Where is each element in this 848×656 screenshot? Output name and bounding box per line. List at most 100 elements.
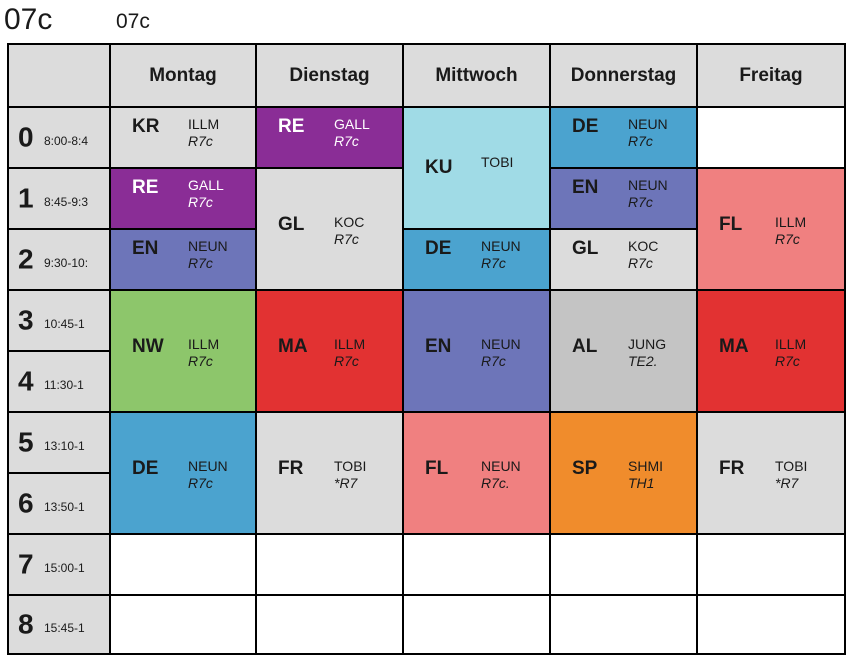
class-subtitle: 07c — [116, 10, 150, 33]
lesson-room: R7c. — [481, 475, 510, 491]
lesson-room: R7c — [481, 353, 506, 369]
period-time: 13:10-1 — [44, 438, 85, 453]
lesson-teacher: ILLM — [188, 336, 220, 352]
lesson-subject: RE — [278, 116, 305, 137]
lesson-teacher: ILLM — [775, 336, 807, 352]
empty-slot — [110, 595, 256, 654]
period-number: 6 — [18, 486, 34, 518]
grid-line — [402, 106, 551, 108]
day-header-label: Montag — [149, 64, 217, 86]
lesson-teacher: NEUN — [628, 177, 668, 193]
lesson-subject: KU — [425, 157, 453, 178]
lesson-subject: EN — [572, 177, 599, 198]
lesson-de: DE NEUN R7c — [550, 107, 697, 168]
grid-line — [696, 167, 846, 169]
lesson-al: AL JUNG TE2. — [550, 290, 697, 412]
grid-line — [549, 44, 551, 654]
empty-slot — [550, 595, 697, 654]
lesson-subject: NW — [132, 336, 164, 357]
grid-line — [8, 472, 110, 474]
grid-line — [696, 533, 846, 535]
grid-line — [255, 594, 404, 596]
lesson-room: R7c — [188, 255, 213, 271]
lesson-subject: KR — [132, 116, 160, 137]
day-header-label: Mittwoch — [435, 64, 518, 86]
lesson-subject: DE — [425, 238, 452, 259]
lesson-en: EN NEUN R7c — [403, 290, 550, 412]
lesson-subject: GL — [278, 214, 305, 235]
grid-line — [549, 653, 698, 655]
lesson-subject: FL — [425, 458, 449, 479]
lesson-de: DE NEUN R7c — [110, 412, 256, 534]
lesson-teacher: ILLM — [334, 336, 366, 352]
grid-line — [109, 44, 111, 654]
grid-line — [402, 289, 551, 291]
lesson-nw: NW ILLM R7c — [110, 290, 256, 412]
day-header-label: Dienstag — [289, 64, 370, 86]
empty-slot — [550, 534, 697, 595]
lesson-ma: MA ILLM R7c — [256, 290, 403, 412]
grid-line — [109, 289, 257, 291]
lesson-room: R7c — [775, 353, 800, 369]
grid-line — [7, 43, 9, 655]
lesson-room: TE2. — [628, 353, 658, 369]
empty-slot — [403, 595, 550, 654]
lesson-room: R7c — [188, 475, 213, 491]
grid-line — [696, 44, 698, 654]
lesson-teacher: TOBI — [334, 458, 367, 474]
grid-line — [109, 533, 257, 535]
lesson-teacher: KOC — [334, 214, 365, 230]
lesson-fr: FR TOBI *R7 — [697, 412, 845, 534]
grid-line — [109, 653, 257, 655]
lesson-subject: EN — [425, 336, 452, 357]
grid-line — [402, 594, 551, 596]
class-header: 07c 07c — [0, 0, 848, 44]
lesson-fr: FR TOBI *R7 — [256, 412, 403, 534]
lesson-room: R7c — [188, 133, 213, 149]
grid-line — [8, 594, 110, 596]
lesson-teacher: GALL — [188, 177, 224, 193]
lesson-teacher: JUNG — [628, 336, 667, 352]
period-number: 8 — [18, 607, 34, 639]
lesson-teacher: NEUN — [481, 336, 521, 352]
lesson-subject: EN — [132, 238, 159, 259]
lesson-teacher: NEUN — [481, 238, 521, 254]
period-number: 3 — [18, 303, 34, 335]
lesson-fl: FL ILLM R7c — [697, 168, 845, 290]
day-header-dienstag: Dienstag — [256, 44, 403, 107]
grid-line — [8, 289, 110, 291]
day-header-label: Freitag — [739, 64, 803, 86]
grid-line — [255, 533, 404, 535]
grid-line — [109, 167, 257, 169]
day-header-label: Donnerstag — [570, 64, 677, 86]
lesson-ma: MA ILLM R7c — [697, 290, 845, 412]
lesson-room: R7c — [334, 353, 359, 369]
period-time: 9:30-10: — [44, 255, 89, 270]
grid-line — [255, 167, 404, 169]
lesson-re: RE GALL R7c — [256, 107, 403, 168]
lesson-subject: FL — [719, 214, 743, 235]
lesson-sp: SP SHMI TH1 — [550, 412, 697, 534]
grid-line — [549, 228, 698, 230]
lesson-room: *R7 — [775, 475, 799, 491]
grid-line — [402, 411, 551, 413]
period-header-3: 3 10:45-1 — [8, 290, 110, 351]
lesson-teacher: NEUN — [188, 458, 228, 474]
lesson-teacher: ILLM — [188, 116, 220, 132]
period-header-1: 1 8:45-9:3 — [8, 168, 110, 229]
class-title: 07c — [4, 3, 53, 36]
period-time: 13:50-1 — [44, 499, 85, 514]
lesson-re: RE GALL R7c — [110, 168, 256, 229]
grid-line — [109, 228, 257, 230]
lesson-subject: DE — [132, 458, 159, 479]
grid-line — [109, 594, 257, 596]
lesson-en: EN NEUN R7c — [550, 168, 697, 229]
lesson-teacher: SHMI — [628, 458, 663, 474]
grid-line — [8, 411, 110, 413]
lesson-teacher: TOBI — [481, 154, 514, 170]
lesson-room: TH1 — [628, 475, 655, 491]
period-number: 0 — [18, 120, 34, 152]
lesson-kr: KR ILLM R7c — [110, 107, 256, 168]
corner-cell — [8, 44, 110, 107]
